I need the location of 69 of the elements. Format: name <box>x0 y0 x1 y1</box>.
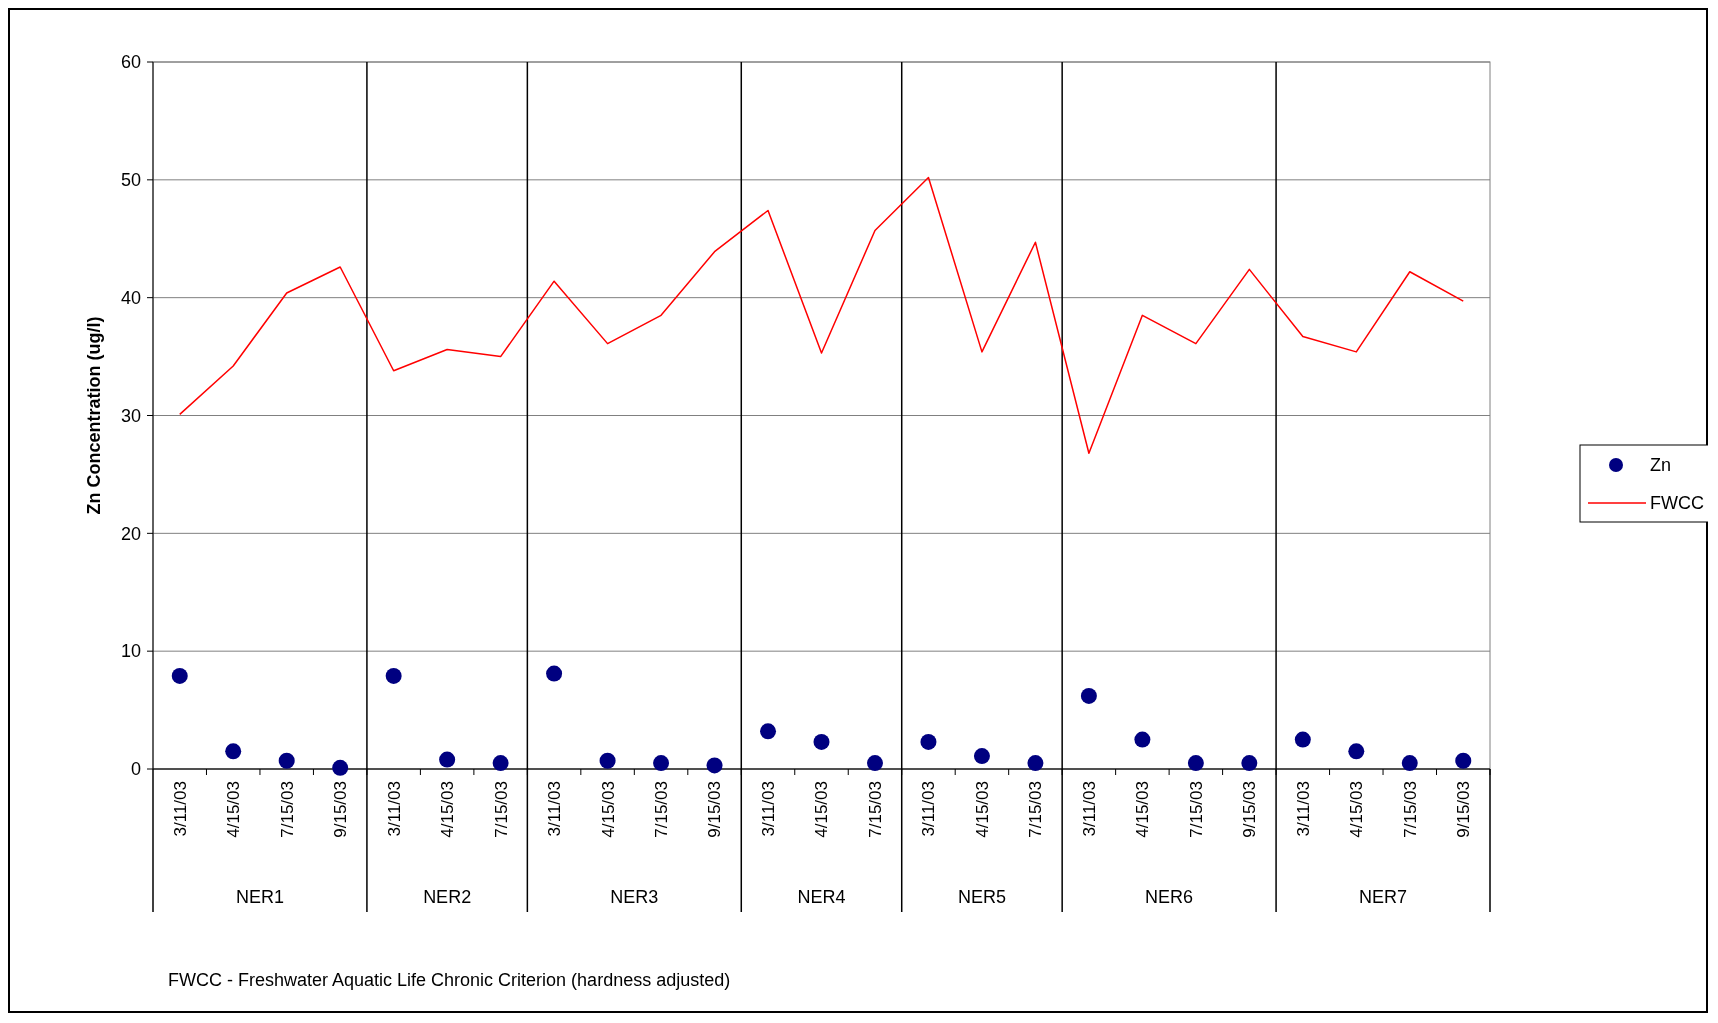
point <box>1348 743 1365 760</box>
text: NER3 <box>610 887 659 907</box>
point <box>225 743 242 760</box>
x-tick-label: 9/15/03 <box>705 781 725 838</box>
x-tick-label: 9/15/03 <box>1454 781 1474 838</box>
line-series <box>178 176 1465 454</box>
x-tick-label: 7/15/03 <box>1186 781 1206 838</box>
text: NER2 <box>423 887 472 907</box>
point <box>866 755 883 772</box>
x-tick-label: 3/11/03 <box>919 781 939 837</box>
point <box>1401 755 1418 772</box>
legend-label: FWCC <box>1650 493 1704 514</box>
x-tick-label: 7/15/03 <box>1026 781 1046 838</box>
x-tick-label: 4/15/03 <box>812 781 832 838</box>
x-tick-label: 7/15/03 <box>277 781 297 838</box>
x-tick-label: 4/15/03 <box>224 781 244 838</box>
point <box>278 752 295 769</box>
point <box>760 723 777 740</box>
point <box>813 733 830 750</box>
text: NER5 <box>957 887 1006 907</box>
legend-label: Zn <box>1650 455 1672 476</box>
point <box>1294 731 1311 748</box>
x-tick-label: 9/15/03 <box>1240 781 1260 838</box>
text: NER7 <box>1359 887 1408 907</box>
x-tick-label: 3/11/03 <box>1293 781 1313 837</box>
text: NER6 <box>1145 887 1194 907</box>
x-tick-label: 3/11/03 <box>170 781 190 837</box>
text: NER4 <box>797 887 846 907</box>
y-tick-label: 50 <box>120 170 141 191</box>
y-tick-label: 0 <box>130 759 141 780</box>
point <box>920 733 937 750</box>
y-tick-label: 10 <box>120 641 141 662</box>
point <box>546 665 563 682</box>
x-tick-label: 3/11/03 <box>545 781 565 837</box>
point <box>973 748 990 765</box>
point <box>332 759 349 776</box>
x-tick-label: 7/15/03 <box>491 781 511 838</box>
x-tick-label: 7/15/03 <box>1400 781 1420 838</box>
x-tick-label: 7/15/03 <box>652 781 672 838</box>
y-tick-label: 40 <box>120 287 141 308</box>
x-tick-label: 4/15/03 <box>972 781 992 838</box>
x-tick-label: 3/11/03 <box>758 781 778 837</box>
x-tick-label: 9/15/03 <box>331 781 351 838</box>
point <box>492 755 509 772</box>
x-tick-label: 4/15/03 <box>1133 781 1153 838</box>
point <box>1134 731 1151 748</box>
point <box>706 757 723 774</box>
x-tick-label: 4/15/03 <box>598 781 618 838</box>
point <box>1241 755 1258 772</box>
point <box>439 751 456 768</box>
point <box>385 667 402 684</box>
point <box>171 667 188 684</box>
point <box>1187 755 1204 772</box>
point <box>1027 755 1044 772</box>
point <box>1455 752 1472 769</box>
point <box>653 755 670 772</box>
x-tick-label: 3/11/03 <box>1079 781 1099 837</box>
x-tick-label: 4/15/03 <box>438 781 458 838</box>
y-axis-title: Zn Concentration (ug/l) <box>84 316 104 515</box>
y-tick-label: 60 <box>120 52 141 73</box>
x-tick-label: 3/11/03 <box>384 781 404 837</box>
x-tick-label: 4/15/03 <box>1347 781 1367 838</box>
point <box>599 752 616 769</box>
x-tick-label: 7/15/03 <box>865 781 885 838</box>
text: FWCC - Freshwater Aquatic Life Chronic Criterion (hardness adjusted) <box>168 970 731 990</box>
text: NER1 <box>235 887 284 907</box>
y-tick-label: 30 <box>120 405 141 426</box>
point <box>1080 687 1097 704</box>
y-tick-label: 20 <box>120 523 141 544</box>
